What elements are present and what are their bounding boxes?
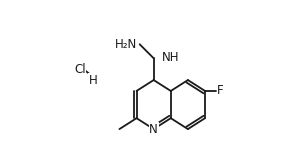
Text: F: F — [217, 84, 224, 97]
Text: NH: NH — [162, 51, 180, 64]
Text: N: N — [149, 123, 158, 136]
Text: H₂N: H₂N — [115, 38, 137, 51]
Text: H: H — [89, 74, 97, 87]
Text: Cl: Cl — [74, 63, 86, 76]
